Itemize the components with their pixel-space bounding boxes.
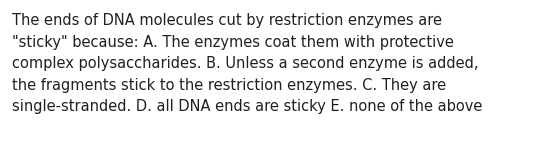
Text: The ends of DNA molecules cut by restriction enzymes are
"sticky" because: A. Th: The ends of DNA molecules cut by restric… bbox=[12, 13, 482, 114]
